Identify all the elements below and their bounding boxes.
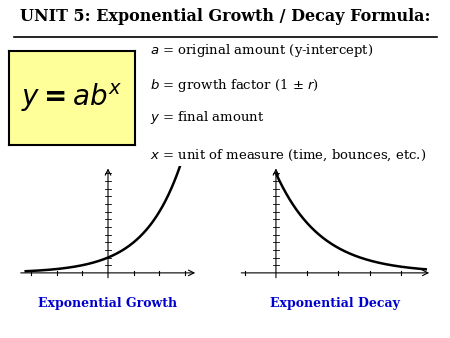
Text: $\mathit{a}$ = original amount (y-intercept): $\mathit{a}$ = original amount (y-interc… (150, 42, 374, 58)
Text: Exponential Growth: Exponential Growth (38, 297, 178, 310)
Text: Exponential Decay: Exponential Decay (270, 297, 400, 310)
Text: $\mathit{y}$ = final amount: $\mathit{y}$ = final amount (150, 109, 264, 126)
Text: $\mathit{x}$ = unit of measure (time, bounces, etc.): $\mathit{x}$ = unit of measure (time, bo… (150, 148, 426, 163)
Text: $\mathbf{\mathit{y} = \mathit{ab}^{\mathit{x}}}$: $\mathbf{\mathit{y} = \mathit{ab}^{\math… (21, 82, 123, 114)
Text: $\mathit{b}$ = growth factor (1 $\pm$ $\mathit{r}$): $\mathit{b}$ = growth factor (1 $\pm$ $\… (150, 77, 319, 94)
Text: UNIT 5: Exponential Growth / Decay Formula:: UNIT 5: Exponential Growth / Decay Formu… (20, 8, 430, 25)
